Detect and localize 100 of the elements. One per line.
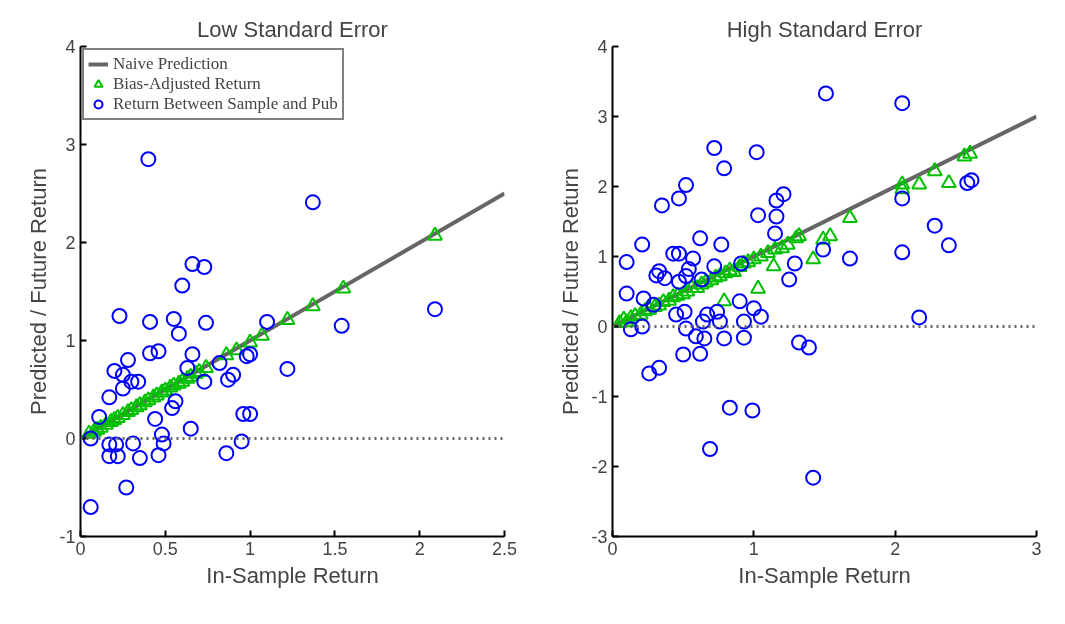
legend-label: Naive Prediction <box>113 54 228 74</box>
point <box>333 317 350 334</box>
y-tick-label: 1 <box>65 331 76 351</box>
point <box>119 352 136 369</box>
point <box>118 479 135 496</box>
point <box>752 247 769 262</box>
point <box>153 426 170 443</box>
point <box>894 175 911 190</box>
point <box>170 374 187 389</box>
point <box>962 144 979 159</box>
x-tick-label: 2 <box>890 538 901 559</box>
point <box>335 279 352 294</box>
point <box>179 359 196 376</box>
point <box>716 292 733 307</box>
point <box>304 194 321 211</box>
y-tick-label: 3 <box>65 135 76 155</box>
y-tick-label: 2 <box>597 177 608 197</box>
chart-title: High Standard Error <box>726 16 923 42</box>
point <box>669 286 686 301</box>
y-axis-title: Predicted / Future Return <box>558 167 584 415</box>
point <box>726 262 743 277</box>
x-tick-label: 1 <box>748 538 759 559</box>
point <box>123 373 140 390</box>
point <box>155 435 172 452</box>
chart-title: Low Standard Error <box>197 16 388 42</box>
point <box>91 408 108 425</box>
point <box>956 147 973 162</box>
y-tick-label: 1 <box>597 247 608 267</box>
point <box>153 383 170 398</box>
point <box>717 264 734 279</box>
point <box>142 345 159 362</box>
point <box>106 362 123 379</box>
point <box>196 373 213 390</box>
point <box>655 292 672 308</box>
x-tick-label: 1 <box>245 538 256 559</box>
point <box>167 393 184 410</box>
point <box>174 372 191 387</box>
point <box>142 313 159 330</box>
point <box>82 430 99 447</box>
legend-label: Bias-Adjusted Return <box>113 74 261 94</box>
point <box>80 424 97 439</box>
y-tick-label: 4 <box>65 37 76 57</box>
point <box>242 346 259 363</box>
point <box>815 230 832 245</box>
point <box>140 151 157 168</box>
y-tick-label: -2 <box>591 457 608 477</box>
point <box>97 415 114 430</box>
point <box>174 277 191 294</box>
y-tick-label: -1 <box>59 527 76 547</box>
point <box>191 362 208 377</box>
point <box>114 366 131 383</box>
point <box>253 326 270 341</box>
legend-label: Return Between Sample and Pub <box>113 94 338 114</box>
point <box>940 173 957 189</box>
point <box>108 436 125 453</box>
point <box>926 162 943 177</box>
point <box>196 259 213 275</box>
x-tick-label: 2 <box>414 538 425 559</box>
point <box>182 420 199 437</box>
y-tick-label: 0 <box>65 429 76 449</box>
point <box>119 402 136 418</box>
point <box>198 314 214 331</box>
point <box>641 300 658 315</box>
x-tick-label: 2.5 <box>491 538 518 559</box>
x-tick-label: 1.5 <box>322 538 348 559</box>
point <box>679 282 696 297</box>
y-tick-label: 2 <box>65 233 76 253</box>
y-tick-label: 0 <box>597 317 608 337</box>
point <box>114 380 131 397</box>
point <box>697 273 714 288</box>
point <box>235 406 252 422</box>
point <box>140 391 157 406</box>
point <box>111 308 128 324</box>
point <box>170 325 187 342</box>
y-tick-label: -3 <box>591 527 608 547</box>
point <box>114 405 131 421</box>
x-tick-label: 3 <box>1031 538 1042 559</box>
point <box>740 253 757 268</box>
point <box>131 450 148 467</box>
point <box>665 288 682 303</box>
point <box>218 445 235 462</box>
point <box>184 256 201 273</box>
point <box>426 226 443 241</box>
point <box>304 297 321 312</box>
point <box>164 400 181 417</box>
point <box>109 448 126 465</box>
x-axis-title: In-Sample Return <box>206 562 379 588</box>
point <box>228 341 245 356</box>
point <box>238 348 255 365</box>
point <box>211 355 228 372</box>
point <box>279 310 296 325</box>
point <box>130 373 147 390</box>
point <box>765 257 782 272</box>
point <box>150 343 167 360</box>
point <box>632 305 649 320</box>
point <box>750 279 767 294</box>
point <box>150 447 167 464</box>
point <box>101 436 118 453</box>
point <box>242 406 259 422</box>
point <box>661 291 678 306</box>
